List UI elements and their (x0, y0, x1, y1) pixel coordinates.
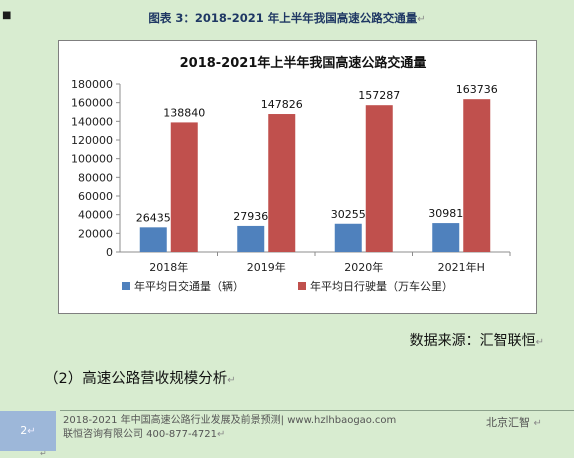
y-tick-label: 80000 (78, 171, 113, 184)
y-tick-label: 120000 (71, 134, 113, 147)
paragraph-mark: ↵ (535, 337, 544, 348)
data-label: 30981 (428, 207, 463, 220)
y-tick-label: 20000 (78, 227, 113, 240)
legend-label: 年平均日行驶量（万车公里） (310, 279, 453, 293)
page-number-box: 2↵ (0, 411, 56, 451)
paragraph-mark: ↵ (27, 426, 36, 437)
paragraph-mark: ↵ (417, 14, 426, 25)
footer-right-text: 北京汇智 (486, 416, 530, 429)
bar-daily-traffic (334, 223, 362, 252)
bar-daily-traffic (237, 225, 265, 252)
y-tick-label: 60000 (78, 190, 113, 203)
y-tick-label: 180000 (71, 78, 113, 91)
chart-container: 2018-2021年上半年我国高速公路交通量 0 20000 40000 60000 8… (58, 40, 537, 314)
bar-daily-mileage (268, 114, 296, 252)
data-label: 163736 (456, 83, 498, 96)
paragraph-mark: ↵ (533, 418, 542, 429)
figure-caption-text: 图表 3：2018-2021 年上半年我国高速公路交通量 (148, 11, 418, 25)
footer-right: 北京汇智 ↵ (486, 414, 542, 430)
x-tick-label: 2021年H (438, 260, 485, 274)
x-tick-label: 2020年 (344, 260, 383, 274)
bar-daily-traffic (139, 227, 167, 252)
page-number: 2 (20, 424, 28, 437)
data-label: 138840 (163, 106, 205, 119)
bar-daily-mileage (170, 122, 198, 252)
bar-daily-mileage (365, 105, 393, 253)
y-tick-label: 40000 (78, 209, 113, 222)
x-tick-label: 2018年 (149, 260, 188, 274)
legend-swatch (298, 282, 306, 290)
legend-swatch (122, 282, 130, 290)
legend-label: 年平均日交通量（辆） (134, 279, 244, 293)
section-heading-text: （2）高速公路营收规模分析 (44, 371, 228, 387)
bullet-mark: ■ (2, 10, 12, 21)
footer-line-1: 2018-2021 年中国高速公路行业发展及前景预测| www.hzlhbaog… (63, 415, 397, 426)
paragraph-mark: ↵ (227, 375, 236, 386)
figure-caption: 图表 3：2018-2021 年上半年我国高速公路交通量↵ (0, 10, 574, 26)
footer-line-2: 联恒咨询有限公司 400-877-4721 (63, 429, 218, 440)
y-tick-label: 0 (106, 246, 113, 259)
footer-text: 2018-2021 年中国高速公路行业发展及前景预测| www.hzlhbaog… (63, 414, 396, 442)
data-label: 26435 (136, 211, 171, 224)
y-tick-label: 160000 (71, 97, 113, 110)
footer-divider (60, 410, 574, 411)
source-text: 数据来源：汇智联恒 (409, 333, 536, 349)
source-note: 数据来源：汇智联恒↵ (410, 330, 544, 350)
chart-title: 2018-2021年上半年我国高速公路交通量 (180, 55, 427, 71)
y-tick-label: 100000 (71, 153, 113, 166)
paragraph-mark: ↵ (40, 449, 47, 458)
section-heading: （2）高速公路营收规模分析↵ (44, 367, 236, 388)
bar-daily-mileage (463, 99, 491, 252)
data-label: 27936 (233, 210, 268, 223)
data-label: 147826 (261, 98, 303, 111)
x-tick-label: 2019年 (247, 260, 286, 274)
bar-chart: 2018-2021年上半年我国高速公路交通量 0 20000 40000 60000 8… (58, 40, 537, 314)
chart-frame (58, 40, 537, 314)
paragraph-mark: ↵ (217, 429, 226, 440)
data-label: 157287 (358, 89, 400, 102)
data-label: 30255 (331, 208, 366, 221)
bar-daily-traffic (432, 223, 460, 252)
y-tick-label: 140000 (71, 115, 113, 128)
